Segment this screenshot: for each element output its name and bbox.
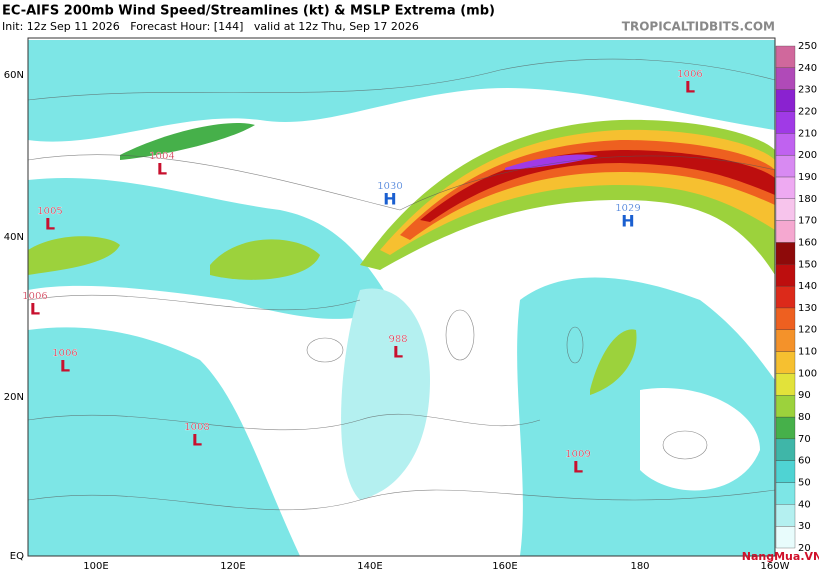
lat-label: 60N	[4, 70, 24, 81]
colorbar-label: 90	[798, 390, 811, 401]
colorbar-cell	[775, 45, 796, 68]
pressure-value: 1005	[37, 206, 62, 217]
colorbar-cell	[775, 111, 796, 134]
pressure-value: 1030	[377, 181, 402, 192]
colorbar-label: 150	[798, 259, 817, 270]
colorbar-cell	[775, 460, 796, 483]
colorbar-cell	[775, 89, 796, 112]
pressure-value: 988	[388, 334, 407, 345]
colorbar-cell	[775, 264, 796, 287]
colorbar-label: 30	[798, 521, 811, 532]
colorbar-label: 110	[798, 347, 817, 358]
pressure-value: 1008	[184, 422, 209, 433]
lon-label: 120E	[220, 561, 245, 572]
colorbar-label: 160	[798, 237, 817, 248]
colorbar-cell	[775, 285, 796, 309]
colorbar-label: 60	[798, 456, 811, 467]
colorbar-label: 130	[798, 303, 817, 314]
colorbar-label: 50	[798, 478, 811, 489]
colorbar-cell	[775, 416, 796, 440]
map-frame	[27, 37, 776, 557]
colorbar-cell	[775, 395, 796, 418]
pressure-symbol: H	[621, 212, 634, 231]
colorbar-cell	[775, 526, 796, 549]
title: EC-AIFS 200mb Wind Speed/Streamlines (kt…	[2, 4, 495, 19]
lon-label: 160E	[492, 561, 517, 572]
lon-label: 160W	[761, 561, 790, 572]
colorbar-label: 40	[798, 499, 811, 510]
colorbar-cell	[775, 482, 796, 505]
subtitle: Init: 12z Sep 11 2026 Forecast Hour: [14…	[2, 20, 419, 33]
site-name: TROPICALTIDBITS.COM	[622, 20, 775, 34]
watermark: NangMua.VN	[742, 550, 819, 563]
pressure-value: 1009	[565, 449, 590, 460]
pressure-symbol: L	[192, 431, 202, 450]
colorbar-cell	[775, 198, 796, 221]
colorbar-label: 140	[798, 281, 817, 292]
colorbar-cell	[775, 242, 796, 265]
colorbar-label: 240	[798, 63, 817, 74]
pressure-symbol: H	[383, 190, 396, 209]
colorbar-cell	[775, 220, 796, 243]
lat-label: EQ	[10, 551, 24, 562]
pressure-symbol: L	[685, 78, 695, 97]
colorbar-label: 220	[798, 106, 817, 117]
colorbar-label: 80	[798, 412, 811, 423]
colorbar-label: 200	[798, 150, 817, 161]
wind-field	[28, 40, 775, 556]
pressure-value: 1006	[52, 348, 77, 359]
colorbar-cell	[775, 329, 796, 352]
pressure-symbol: L	[45, 215, 55, 234]
pressure-symbol: L	[573, 458, 583, 477]
colorbar-cell	[775, 133, 796, 156]
pressure-value: 1006	[22, 291, 47, 302]
colorbar-cell	[775, 67, 796, 90]
colorbar-label: 170	[798, 216, 817, 227]
colorbar-label: 180	[798, 194, 817, 205]
colorbar-label: 210	[798, 128, 817, 139]
colorbar-cell	[775, 351, 796, 374]
lat-label: 20N	[4, 392, 24, 403]
lon-label: 100E	[83, 561, 108, 572]
colorbar-label: 120	[798, 325, 817, 336]
colorbar-label: 100	[798, 368, 817, 379]
pressure-symbol: L	[30, 300, 40, 319]
colorbar-label: 230	[798, 85, 817, 96]
lon-label: 140E	[357, 561, 382, 572]
pressure-value: 1006	[677, 69, 702, 80]
lon-label: 180	[630, 561, 649, 572]
colorbar-cell	[775, 504, 796, 527]
colorbar-cell	[775, 307, 796, 330]
colorbar-label: 20	[798, 543, 811, 554]
colorbar-cell	[775, 176, 796, 199]
lat-label: 40N	[4, 232, 24, 243]
pressure-value: 1004	[149, 151, 174, 162]
colorbar-label: 70	[798, 434, 811, 445]
colorbar-cell	[775, 373, 796, 396]
pressure-symbol: L	[393, 343, 403, 362]
pressure-symbol: L	[60, 357, 70, 376]
colorbar-cell	[775, 154, 796, 178]
pressure-symbol: L	[157, 160, 167, 179]
streamlines	[28, 58, 775, 511]
colorbar-label: 250	[798, 41, 817, 52]
colorbar-cell	[775, 438, 796, 461]
colorbar-label: 190	[798, 172, 817, 183]
pressure-value: 1029	[615, 203, 640, 214]
